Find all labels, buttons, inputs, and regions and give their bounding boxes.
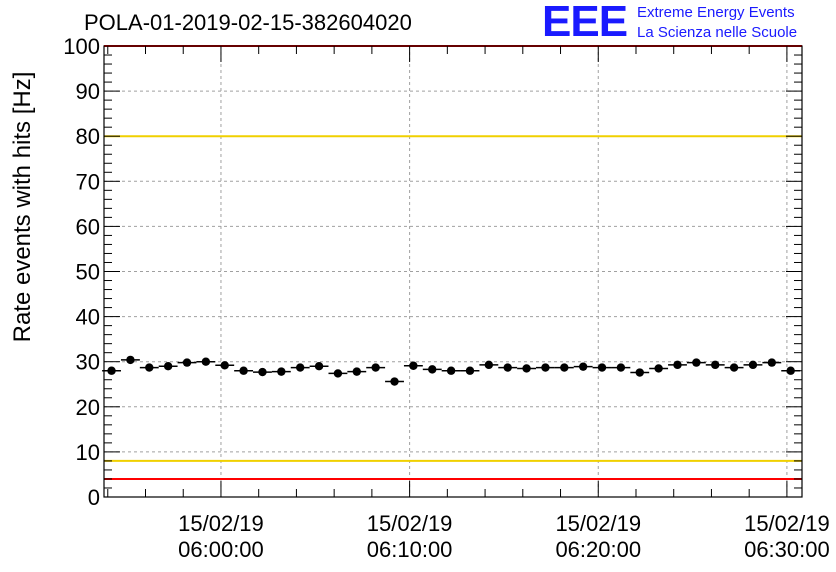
- data-point: [107, 366, 116, 375]
- data-point: [371, 363, 380, 372]
- x-tick-date: 15/02/19: [367, 511, 453, 536]
- data-point: [484, 360, 494, 370]
- y-axis-label: Rate events with hits [Hz]: [9, 72, 36, 343]
- x-tick-date: 15/02/19: [744, 511, 830, 536]
- data-point: [711, 360, 720, 370]
- y-tick-label: 20: [76, 395, 100, 420]
- data-points: [102, 355, 801, 386]
- x-tick-time: 06:30:00: [744, 537, 830, 562]
- data-point: [201, 357, 211, 366]
- data-point: [220, 361, 229, 370]
- data-point: [277, 367, 286, 376]
- y-tick-label: 50: [76, 260, 100, 285]
- x-tick-time: 06:10:00: [367, 537, 453, 562]
- data-point: [597, 363, 607, 372]
- data-point: [465, 366, 475, 375]
- eee-logo-mark: EEE: [542, 0, 628, 46]
- y-tick-label: 70: [76, 169, 100, 194]
- data-point: [314, 362, 324, 371]
- chart-title: POLA-01-2019-02-15-382604020: [84, 10, 412, 35]
- data-point: [503, 363, 512, 372]
- data-point: [295, 363, 305, 372]
- data-point: [390, 377, 399, 386]
- data-point: [635, 368, 644, 377]
- y-tick-labels: 0 10 20 30 40 50 60 70 80 90 100: [63, 34, 100, 510]
- y-tick-label: 40: [76, 305, 100, 330]
- x-tick-labels: 15/02/1906:00:0015/02/1906:10:0015/02/19…: [178, 511, 830, 562]
- reference-lines: [104, 45, 802, 480]
- data-point: [428, 365, 437, 374]
- data-point: [786, 366, 795, 375]
- data-point: [446, 366, 456, 375]
- data-point: [748, 360, 758, 370]
- data-point: [352, 367, 361, 376]
- data-point: [409, 361, 418, 370]
- eee-logo: EEE Extreme Energy Events La Scienza nel…: [542, 0, 836, 46]
- y-tick-label: 80: [76, 124, 100, 149]
- data-point: [182, 358, 192, 367]
- y-tick-label: 0: [88, 485, 100, 510]
- data-point: [145, 363, 154, 372]
- data-point: [616, 363, 626, 372]
- x-tick-time: 06:00:00: [178, 537, 264, 562]
- y-tick-label: 100: [63, 34, 100, 59]
- x-tick-date: 15/02/19: [178, 511, 264, 536]
- y-tick-label: 30: [76, 350, 100, 375]
- grid-lines: [104, 46, 802, 497]
- data-point: [767, 358, 777, 367]
- data-point: [522, 364, 531, 373]
- x-tick-time: 06:20:00: [555, 537, 641, 562]
- y-tick-label: 60: [76, 214, 100, 239]
- data-point: [163, 362, 173, 371]
- x-tick-date: 15/02/19: [555, 511, 641, 536]
- data-point: [239, 366, 248, 375]
- data-point: [578, 362, 588, 371]
- eee-logo-line1: Extreme Energy Events: [637, 4, 795, 21]
- data-point: [673, 360, 682, 370]
- data-point: [258, 367, 267, 377]
- data-point: [654, 364, 663, 373]
- data-point: [692, 358, 701, 367]
- y-tick-label: 10: [76, 440, 100, 465]
- data-point: [333, 369, 343, 378]
- data-point: [541, 363, 550, 372]
- data-point: [126, 355, 135, 365]
- data-point: [729, 363, 739, 372]
- axis-ticks: [104, 45, 802, 498]
- data-point: [560, 363, 569, 372]
- y-tick-label: 90: [76, 79, 100, 104]
- eee-logo-line2: La Scienza nelle Scuole: [637, 24, 798, 41]
